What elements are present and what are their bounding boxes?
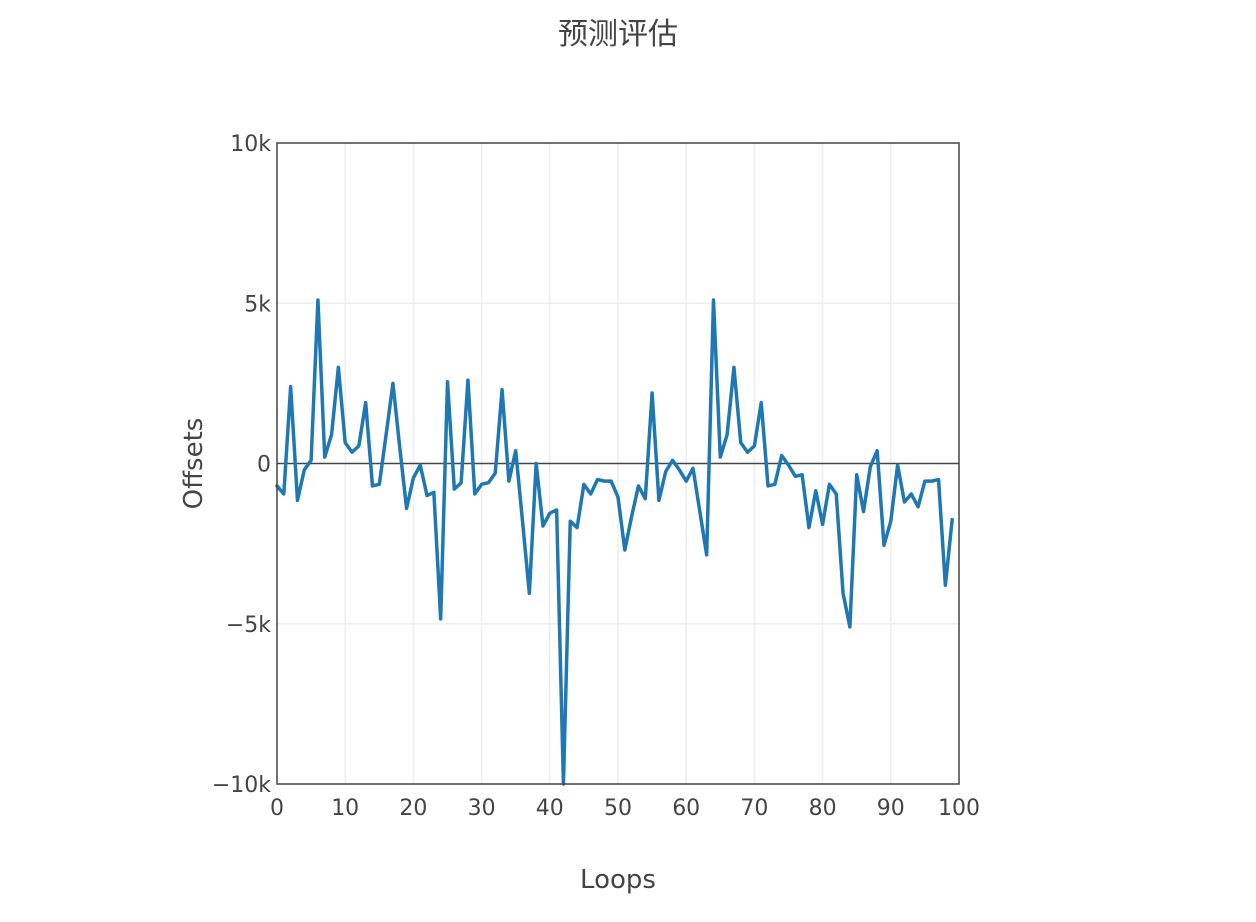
x-tick-label: 10 — [331, 796, 359, 821]
x-tick-label: 80 — [809, 796, 837, 821]
x-tick-label: 30 — [468, 796, 496, 821]
y-tick-label: 5k — [244, 292, 271, 317]
x-tick-label: 0 — [270, 796, 284, 821]
y-tick-label: −5k — [226, 613, 271, 638]
x-tick-label: 70 — [740, 796, 768, 821]
x-tick-label: 100 — [938, 796, 980, 821]
x-tick-label: 20 — [399, 796, 427, 821]
x-tick-label: 60 — [672, 796, 700, 821]
series-line — [275, 298, 954, 786]
x-tick-labels: 0 10 20 30 40 50 60 70 80 90 100 — [270, 796, 980, 821]
x-axis-label: Loops — [580, 865, 656, 895]
y-axis-label: Offsets — [179, 418, 209, 510]
x-tick-label: 90 — [877, 796, 905, 821]
x-tick-label: 40 — [536, 796, 564, 821]
y-tick-label: 0 — [257, 453, 271, 478]
y-tick-label: −10k — [212, 773, 271, 798]
chart-title: 预测评估 — [558, 17, 678, 52]
y-tick-label: 10k — [230, 132, 271, 157]
y-tick-labels: −10k −5k 0 5k 10k — [212, 132, 271, 798]
series-layer — [275, 298, 954, 786]
plot-frame — [276, 142, 960, 785]
x-tick-label: 50 — [604, 796, 632, 821]
